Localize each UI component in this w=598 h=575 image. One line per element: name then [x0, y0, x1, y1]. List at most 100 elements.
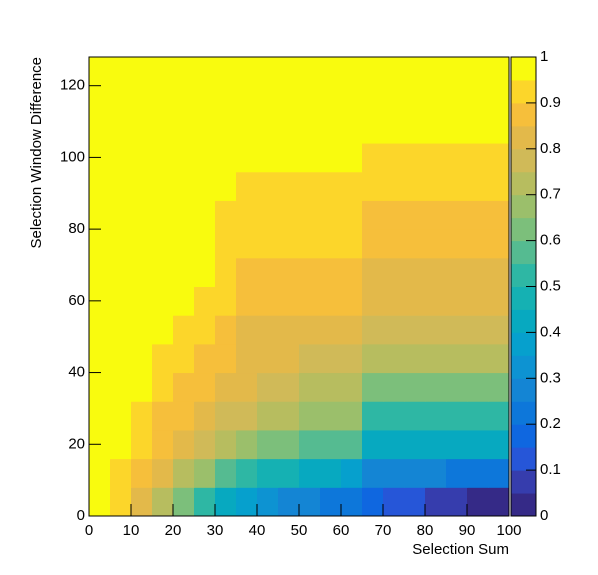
heatmap-cell — [446, 171, 468, 201]
heatmap-cell — [131, 143, 153, 173]
heatmap-cell — [446, 429, 468, 460]
heatmap-cell — [341, 57, 363, 87]
heatmap-cell — [299, 257, 321, 287]
heatmap-cell — [215, 458, 237, 488]
heatmap-cell — [236, 200, 258, 230]
heatmap-cell — [320, 315, 342, 345]
heatmap-cell — [299, 315, 321, 345]
heatmap-cell — [383, 171, 405, 201]
heatmap-cell — [446, 114, 468, 144]
heatmap-cell — [425, 257, 447, 287]
heatmap-cell — [215, 429, 237, 460]
heatmap-cell — [236, 401, 258, 431]
heatmap-cell — [467, 343, 489, 374]
x-tick-label: 10 — [123, 522, 140, 539]
colorbar-segment — [511, 424, 536, 448]
heatmap-cell — [110, 200, 132, 230]
heatmap-cell — [236, 85, 258, 115]
heatmap-cell — [194, 458, 216, 488]
heatmap-cell — [194, 372, 216, 402]
heatmap-cell — [110, 171, 132, 201]
heatmap-cell — [488, 429, 510, 460]
x-axis-title: Selection Sum — [412, 541, 509, 558]
heatmap-cell — [257, 429, 279, 460]
colorbar-tick-label: 0.8 — [540, 140, 561, 157]
heatmap-cell — [257, 171, 279, 201]
heatmap-cell — [404, 114, 426, 144]
heatmap-cell — [362, 286, 384, 316]
heatmap-cell — [446, 401, 468, 431]
heatmap-cell — [236, 171, 258, 201]
x-tick-label: 0 — [85, 522, 93, 539]
heatmap-cell — [341, 458, 363, 488]
heatmap-cell — [110, 401, 132, 431]
heatmap-cell — [278, 114, 300, 144]
heatmap-cell — [89, 171, 111, 201]
heatmap-cell — [467, 315, 489, 345]
heatmap-cell — [236, 315, 258, 345]
heatmap-cell — [425, 315, 447, 345]
heatmap-cell — [383, 57, 405, 87]
heatmap-cell — [131, 57, 153, 87]
heatmap-cell — [110, 85, 132, 115]
heatmap-cell — [488, 229, 510, 259]
heatmap-cell — [278, 401, 300, 431]
heatmap-cell — [320, 143, 342, 173]
heatmap-cell — [488, 286, 510, 316]
heatmap-cell — [173, 343, 195, 374]
heatmap-cell — [446, 372, 468, 402]
heatmap-cell — [341, 429, 363, 460]
heatmap-cell — [194, 257, 216, 287]
heatmap-cell — [404, 286, 426, 316]
heatmap-cell — [89, 343, 111, 374]
heatmap-cell — [110, 429, 132, 460]
colorbar-segment — [511, 148, 536, 173]
heatmap-cell — [110, 257, 132, 287]
colorbar-tick-label: 0.4 — [540, 323, 561, 340]
colorbar-segment — [511, 378, 536, 402]
heatmap-cell — [299, 57, 321, 87]
y-tick-label: 60 — [68, 292, 85, 309]
heatmap-cell — [320, 257, 342, 287]
heatmap-cell — [341, 143, 363, 173]
heatmap-cell — [257, 114, 279, 144]
heatmap-cell — [89, 372, 111, 402]
heatmap-cell — [446, 343, 468, 374]
heatmap-cell — [299, 343, 321, 374]
heatmap-cell — [215, 57, 237, 87]
heatmap-cell — [131, 372, 153, 402]
heatmap-cell — [383, 487, 405, 517]
heatmap-cell — [278, 257, 300, 287]
heatmap-cell — [425, 286, 447, 316]
heatmap-cell — [110, 343, 132, 374]
heatmap-cell — [257, 487, 279, 517]
heatmap-cell — [299, 401, 321, 431]
heatmap-cell — [152, 343, 174, 374]
heatmap-cell — [320, 85, 342, 115]
heatmap-cell — [257, 343, 279, 374]
heatmap-cell — [194, 429, 216, 460]
heatmap-cell — [194, 343, 216, 374]
heatmap-cell — [194, 200, 216, 230]
heatmap-cell — [152, 458, 174, 488]
heatmap-cell — [404, 343, 426, 374]
heatmap-cell — [278, 315, 300, 345]
heatmap-cell — [362, 458, 384, 488]
colorbar-segment — [511, 332, 536, 356]
heatmap-cell — [341, 229, 363, 259]
colorbar-tick-label: 0.1 — [540, 461, 561, 478]
heatmap-cell — [446, 200, 468, 230]
heatmap-cell — [425, 458, 447, 488]
heatmap-cell — [215, 487, 237, 517]
heatmap-cell — [425, 343, 447, 374]
heatmap-cell — [89, 85, 111, 115]
heatmap-cell — [257, 458, 279, 488]
heatmap-cell — [173, 401, 195, 431]
heatmap-cell — [362, 200, 384, 230]
heatmap-cell — [467, 401, 489, 431]
heatmap-cell — [446, 257, 468, 287]
heatmap-cell — [278, 229, 300, 259]
heatmap-cell — [110, 229, 132, 259]
heatmap-cell — [299, 229, 321, 259]
heatmap-cell — [257, 372, 279, 402]
